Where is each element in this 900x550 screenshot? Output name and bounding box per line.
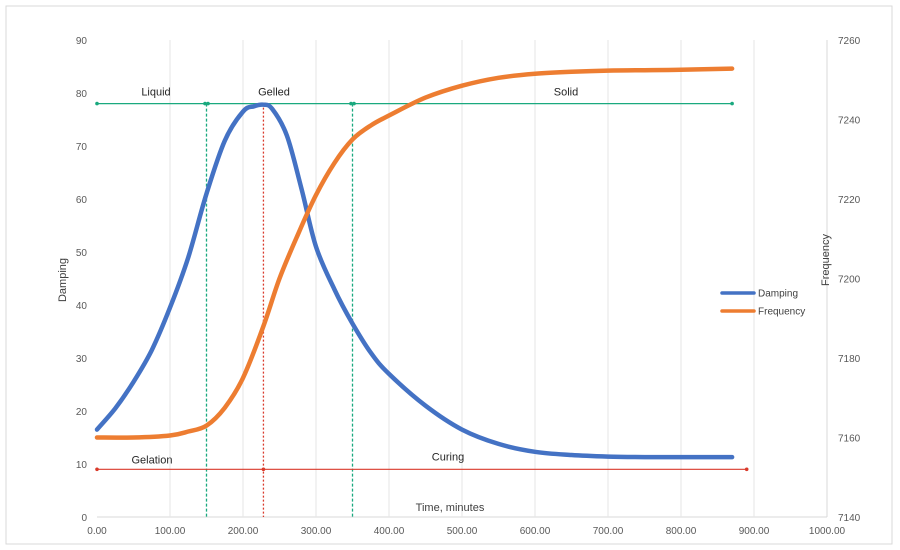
left-tick-label: 30 — [76, 354, 88, 365]
legend: Damping Frequency — [720, 289, 805, 318]
x-tick-label: 400.00 — [374, 526, 405, 537]
right-tick-label: 7200 — [838, 275, 861, 286]
right-tick-label: 7220 — [838, 195, 861, 206]
left-tick-label: 20 — [76, 407, 88, 418]
phase-label: Solid — [554, 87, 578, 99]
left-tick-label: 70 — [76, 142, 88, 153]
chart-border — [5, 5, 893, 545]
phase-line-marker — [730, 101, 734, 106]
right-tick-label: 7180 — [838, 354, 861, 365]
left-tick-label: 40 — [76, 301, 88, 312]
x-tick-label: 900.00 — [739, 526, 770, 537]
right-tick-label: 7140 — [838, 513, 861, 524]
x-axis-ticks: 0.00 100.00 200.00 300.00 400.00 500.00 600.00… — [87, 526, 845, 537]
process-label: Curing — [432, 451, 464, 463]
phase-label: Liquid — [141, 87, 170, 99]
phase-line-marker — [95, 101, 99, 106]
phase-line-marker — [349, 101, 353, 106]
process-line-marker — [261, 467, 266, 472]
right-tick-label: 7260 — [838, 36, 861, 47]
left-axis-title: Damping — [57, 258, 69, 302]
x-tick-label: 600.00 — [520, 526, 551, 537]
legend-label-frequency: Frequency — [758, 307, 805, 318]
legend-label-damping: Damping — [758, 289, 798, 300]
x-tick-label: 700.00 — [593, 526, 624, 537]
left-tick-label: 0 — [81, 513, 87, 524]
right-axis-title: Frequency — [820, 234, 832, 286]
process-line-marker — [744, 467, 749, 472]
process-line-marker — [95, 467, 99, 472]
phase-line-marker — [352, 101, 356, 106]
x-tick-label: 1000.00 — [809, 526, 846, 537]
x-tick-label: 200.00 — [228, 526, 259, 537]
phase-line-marker — [203, 101, 207, 106]
gridlines — [97, 40, 828, 518]
left-tick-label: 50 — [76, 248, 88, 259]
phase-line-marker — [206, 101, 210, 106]
process-label: Gelation — [132, 454, 173, 466]
left-tick-label: 60 — [76, 195, 88, 206]
phase-label: Gelled — [258, 87, 290, 99]
left-tick-label: 10 — [76, 460, 88, 471]
x-tick-label: 0.00 — [87, 526, 107, 537]
left-axis-ticks: 0 10 20 30 40 50 60 70 80 90 — [76, 36, 88, 524]
right-tick-label: 7160 — [838, 434, 861, 445]
x-tick-label: 100.00 — [155, 526, 186, 537]
x-tick-label: 500.00 — [447, 526, 478, 537]
right-axis-ticks: 7140 7160 7180 7200 7220 7240 7260 — [838, 36, 861, 524]
x-tick-label: 800.00 — [666, 526, 697, 537]
x-axis-title: Time, minutes — [416, 502, 485, 514]
x-tick-label: 300.00 — [301, 526, 332, 537]
left-tick-label: 90 — [76, 36, 88, 47]
frequency-series-line — [94, 66, 735, 440]
data-series — [94, 66, 735, 460]
left-tick-label: 80 — [76, 89, 88, 100]
right-tick-label: 7240 — [838, 116, 861, 127]
